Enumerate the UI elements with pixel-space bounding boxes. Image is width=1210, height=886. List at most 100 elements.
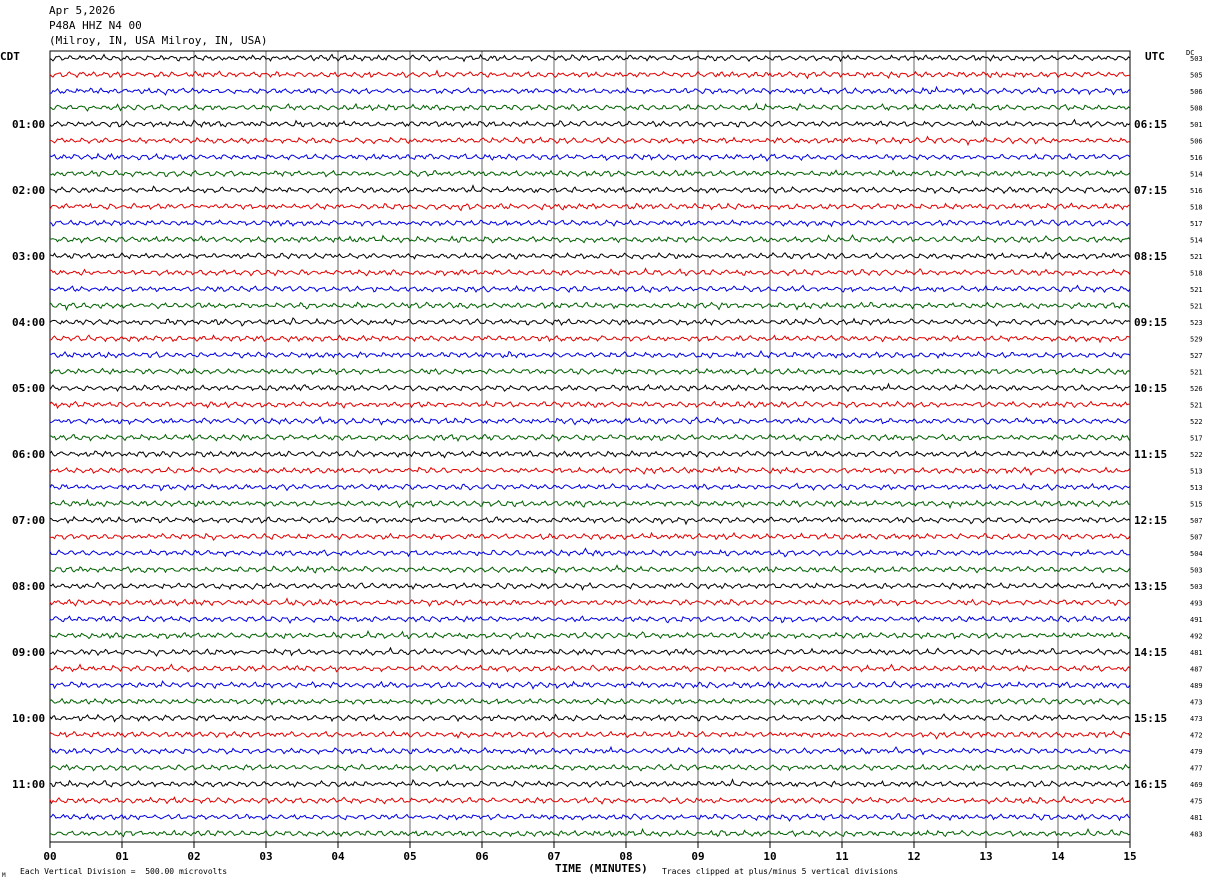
- trace-line: [49, 531, 1131, 542]
- trace-line: [49, 465, 1131, 476]
- x-tick-label: 07: [547, 850, 560, 863]
- header-station: P48A HHZ N4 00: [49, 19, 142, 32]
- dc-offset-label: 504: [1190, 550, 1203, 558]
- trace-line: [49, 202, 1131, 212]
- trace-line: [49, 795, 1131, 805]
- dc-offset-label: 506: [1190, 138, 1203, 146]
- trace-line: [49, 301, 1131, 312]
- cdt-hour-label: 05:00: [12, 382, 45, 395]
- cdt-hour-label: 06:00: [12, 448, 45, 461]
- utc-hour-label: 11:15: [1134, 448, 1167, 461]
- trace-line: [49, 350, 1131, 359]
- trace-line: [49, 680, 1131, 690]
- utc-hour-label: 09:15: [1134, 316, 1167, 329]
- dc-offset-label: 513: [1190, 484, 1203, 492]
- trace-line: [49, 730, 1131, 740]
- dc-offset-label: 487: [1190, 666, 1203, 674]
- dc-offset-label: 518: [1190, 270, 1203, 278]
- trace-line: [49, 827, 1131, 838]
- trace-line: [50, 267, 1131, 277]
- dc-offset-label: 473: [1190, 699, 1203, 707]
- dc-offset-label: 523: [1190, 319, 1203, 327]
- cdt-hour-label: 08:00: [12, 580, 45, 593]
- cdt-hour-label: 02:00: [12, 184, 45, 197]
- dc-offset-label: 483: [1190, 831, 1203, 839]
- x-tick-label: 04: [331, 850, 345, 863]
- dc-offset-label: 491: [1190, 616, 1203, 624]
- utc-hour-label: 16:15: [1134, 778, 1167, 791]
- utc-hour-label: 08:15: [1134, 250, 1167, 263]
- header-location: (Milroy, IN, USA Milroy, IN, USA): [49, 34, 268, 47]
- x-tick-label: 15: [1123, 850, 1136, 863]
- x-tick-label: 01: [115, 850, 129, 863]
- trace-line: [49, 152, 1131, 162]
- cdt-hour-label: 10:00: [12, 712, 45, 725]
- dc-offset-label: 529: [1190, 336, 1203, 344]
- trace-line: [49, 745, 1131, 756]
- trace-line: [49, 234, 1131, 244]
- dc-offset-label: 517: [1190, 435, 1203, 443]
- trace-line: [49, 630, 1131, 640]
- trace-line: [50, 85, 1131, 96]
- x-tick-label: 09: [691, 850, 704, 863]
- utc-hour-label: 12:15: [1134, 514, 1167, 527]
- dc-offset-label: 514: [1190, 237, 1203, 245]
- dc-offset-label: 472: [1190, 732, 1203, 740]
- trace-line: [49, 169, 1131, 178]
- scale-note: Each Vertical Division = 500.00 microvol…: [20, 867, 228, 876]
- cdt-hour-label: 09:00: [12, 646, 45, 659]
- dc-offset-label: 513: [1190, 468, 1203, 476]
- utc-hour-label: 10:15: [1134, 382, 1167, 395]
- trace-line: [49, 597, 1131, 608]
- dc-offset-label: 521: [1190, 286, 1203, 294]
- dc-offset-label: 506: [1190, 88, 1203, 96]
- trace-line: [49, 564, 1131, 574]
- dc-offset-label: 481: [1190, 814, 1203, 822]
- trace-line: [49, 184, 1131, 195]
- x-tick-label: 08: [619, 850, 632, 863]
- dc-offset-label: 518: [1190, 204, 1203, 212]
- dc-offset-label: 516: [1190, 187, 1203, 195]
- trace-line: [49, 382, 1131, 393]
- dc-offset-label: 481: [1190, 649, 1203, 657]
- dc-offset-label: 516: [1190, 154, 1203, 162]
- trace-line: [49, 334, 1131, 344]
- trace-line: [49, 102, 1131, 112]
- dc-offset-label: 493: [1190, 600, 1203, 608]
- cdt-hour-label: 04:00: [12, 316, 45, 329]
- clip-note: Traces clipped at plus/minus 5 vertical …: [662, 867, 899, 876]
- trace-line: [49, 646, 1131, 657]
- trace-line: [49, 615, 1131, 624]
- trace-line: [49, 400, 1131, 410]
- dc-offset-label: 473: [1190, 715, 1203, 723]
- dc-offset-label: 507: [1190, 534, 1203, 542]
- cdt-label: CDT: [0, 50, 20, 63]
- trace-line: [49, 53, 1131, 63]
- cdt-hour-label: 03:00: [12, 250, 45, 263]
- dc-offset-label: 515: [1190, 501, 1203, 509]
- trace-line: [49, 251, 1131, 260]
- plot-frame: [49, 50, 1131, 843]
- trace-line: [49, 449, 1131, 459]
- dc-offset-label: 522: [1190, 451, 1203, 459]
- trace-line: [49, 433, 1131, 443]
- trace-line: [49, 581, 1131, 592]
- trace-line: [49, 69, 1131, 80]
- trace-line: [49, 135, 1131, 147]
- utc-label: UTC: [1145, 50, 1165, 63]
- trace-line: [49, 219, 1131, 228]
- x-tick-label: 06: [475, 850, 489, 863]
- dc-offset-label: 507: [1190, 517, 1203, 525]
- trace-line: [49, 515, 1131, 526]
- dc-offset-label: 521: [1190, 303, 1203, 311]
- dc-offset-label: 521: [1190, 402, 1203, 410]
- trace-line: [49, 778, 1131, 788]
- dc-offset-label: 514: [1190, 171, 1203, 179]
- trace-line: [49, 763, 1131, 773]
- dc-offset-label: 492: [1190, 633, 1203, 641]
- trace-line: [49, 482, 1131, 492]
- trace-line: [49, 367, 1131, 376]
- cdt-hour-label: 11:00: [12, 778, 45, 791]
- x-axis-title: TIME (MINUTES): [555, 862, 648, 875]
